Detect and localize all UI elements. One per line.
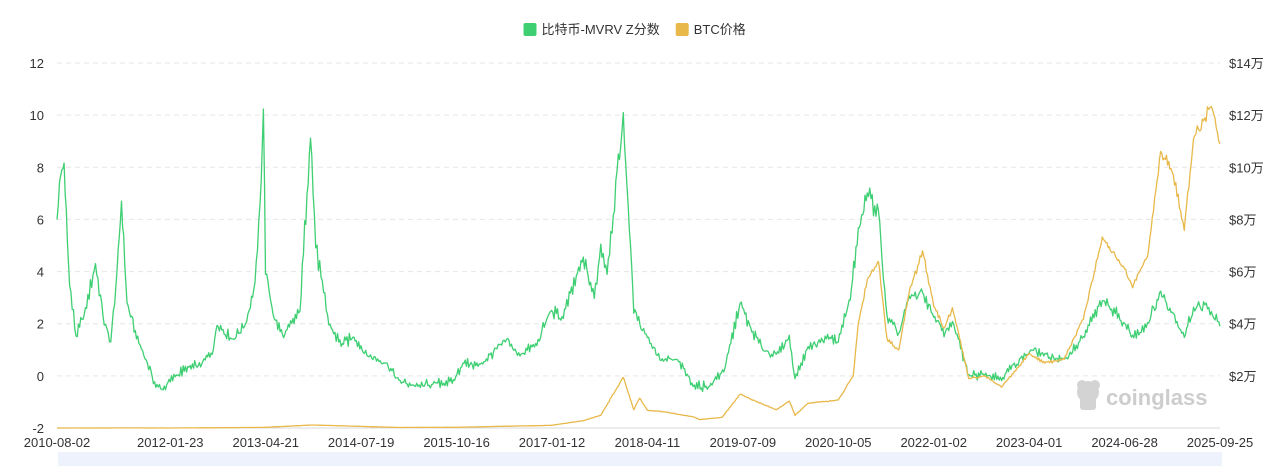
x-tick-label: 2024-06-28 (1091, 435, 1158, 450)
y-axis-right: $2万 $4万 $6万 $8万 $10万 $12万 $14万 (1229, 56, 1264, 384)
legend-item[interactable]: 比特币-MVRV Z分数 (523, 22, 660, 37)
x-tick-label: 2018-04-11 (615, 435, 681, 450)
legend[interactable]: 比特币-MVRV Z分数 BTC价格 (523, 22, 746, 37)
x-tick-label: 2012-01-23 (137, 435, 204, 450)
series-line-mvrv (56, 108, 1221, 393)
y-right-tick-label: $10万 (1229, 160, 1264, 175)
y-left-tick-label: 10 (30, 108, 44, 123)
coinglass-logo-icon (1077, 380, 1100, 410)
legend-swatch (523, 23, 537, 36)
y-right-tick-label: $2万 (1229, 369, 1256, 384)
y-left-tick-label: -2 (32, 421, 44, 436)
x-tick-label: 2010-08-02 (24, 435, 91, 450)
y-right-tick-label: $4万 (1229, 317, 1256, 332)
x-tick-label: 2017-01-12 (519, 435, 586, 450)
y-right-tick-label: $6万 (1229, 265, 1256, 280)
x-tick-label: 2014-07-19 (328, 435, 395, 450)
watermark-text: coinglass (1106, 385, 1207, 410)
x-tick-label: 2022-01-02 (900, 435, 967, 450)
legend-swatch (675, 23, 689, 36)
x-tick-label: 2019-07-09 (710, 435, 777, 450)
range-slider[interactable] (58, 452, 1222, 466)
legend-label: BTC价格 (694, 22, 746, 37)
y-left-tick-label: 8 (37, 160, 44, 175)
y-left-tick-label: 0 (37, 369, 44, 384)
y-right-tick-label: $12万 (1229, 108, 1264, 123)
y-left-tick-label: 12 (30, 56, 44, 71)
coinglass-watermark: coinglass (1077, 380, 1207, 410)
legend-item[interactable]: BTC价格 (675, 22, 746, 37)
y-left-tick-label: 4 (37, 265, 44, 280)
x-tick-label: 2015-10-16 (423, 435, 490, 450)
range-slider-track[interactable] (58, 452, 1222, 466)
y-left-tick-label: 2 (37, 317, 44, 332)
x-tick-label: 2023-04-01 (996, 435, 1063, 450)
y-right-tick-label: $14万 (1229, 56, 1264, 71)
grid-lines (57, 62, 1220, 429)
x-axis: 2010-08-02 2012-01-23 2013-04-21 2014-07-19… (24, 435, 1254, 450)
y-left-tick-label: 6 (37, 212, 44, 227)
x-tick-label: 2020-10-05 (805, 435, 872, 450)
series-lines (56, 105, 1221, 429)
x-tick-label: 2025-09-25 (1187, 435, 1254, 450)
y-axis-left: -2 0 2 4 6 8 10 12 (30, 56, 44, 436)
series-line-btc-price (57, 105, 1221, 429)
y-right-tick-label: $8万 (1229, 212, 1256, 227)
legend-label: 比特币-MVRV Z分数 (542, 22, 660, 37)
x-tick-label: 2013-04-21 (232, 435, 299, 450)
